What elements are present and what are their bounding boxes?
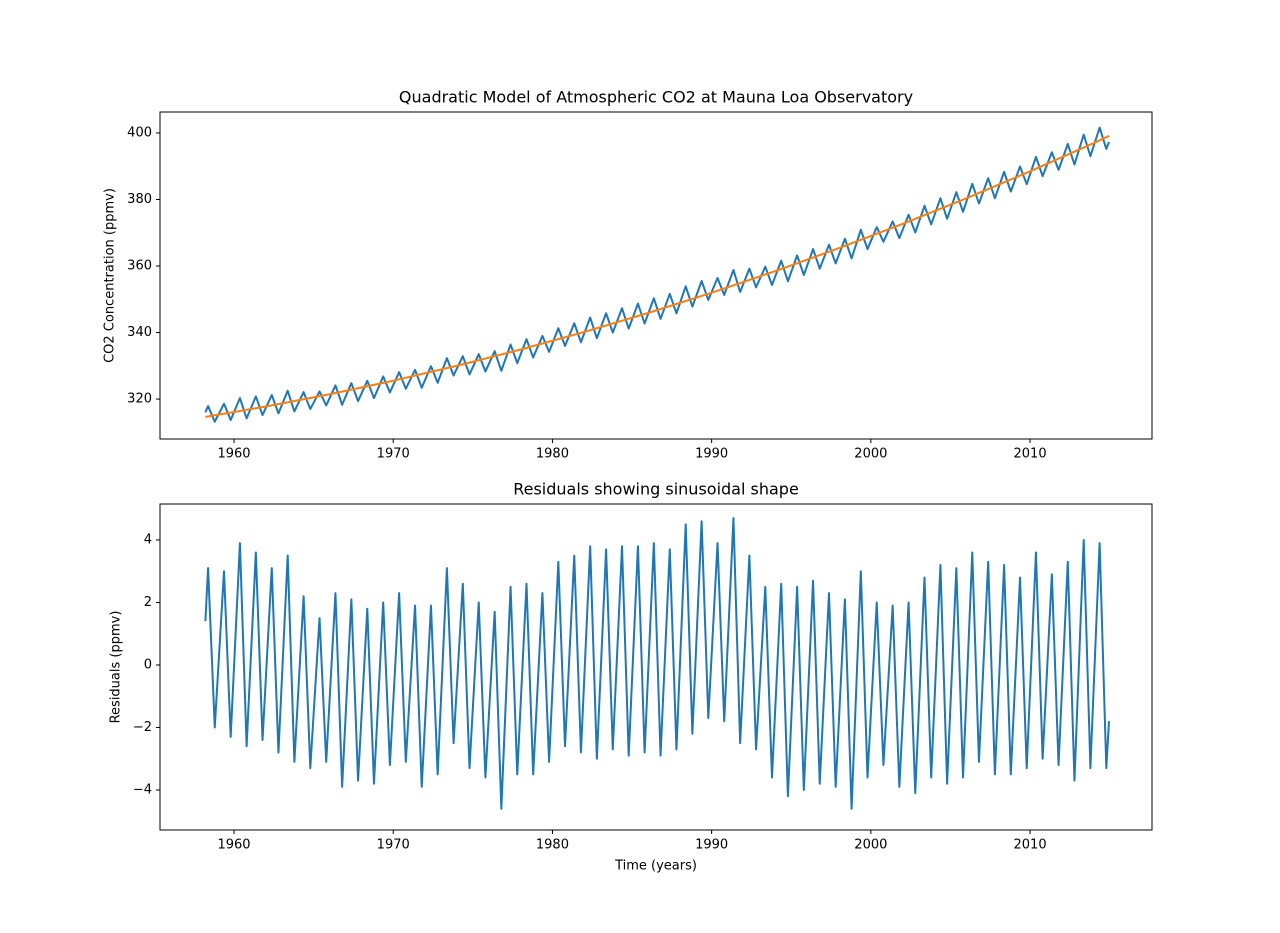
x-tick-label: 1990: [695, 838, 728, 853]
x-axis-label: Time (years): [614, 859, 697, 874]
x-tick-label: 1970: [377, 447, 410, 462]
x-tick-label: 1970: [377, 838, 410, 853]
axes-frame: [159, 111, 1153, 440]
y-tick-label: −4: [133, 782, 152, 797]
x-tick-label: 2010: [1014, 447, 1047, 462]
y-tick-label: 340: [127, 325, 152, 340]
x-tick-label: 1980: [536, 447, 569, 462]
y-tick-label: −2: [133, 720, 152, 735]
chart-title: Residuals showing sinusoidal shape: [513, 480, 799, 499]
y-tick-label: 0: [144, 657, 152, 672]
x-tick-label: 2010: [1014, 838, 1047, 853]
x-tick-label: 2000: [854, 838, 887, 853]
y-axis-label: Residuals (ppmv): [109, 611, 124, 724]
x-tick-label: 1960: [217, 838, 250, 853]
y-tick-label: 400: [127, 125, 152, 140]
y-tick-label: 4: [144, 532, 152, 547]
data-line: [204, 517, 1111, 810]
x-tick-label: 1960: [217, 447, 250, 462]
y-axis-label: CO2 Concentration (ppmv): [103, 188, 118, 363]
data-line: [205, 135, 1110, 418]
x-tick-label: 1980: [536, 838, 569, 853]
y-tick-label: 360: [127, 259, 152, 274]
x-tick-label: 1990: [695, 447, 728, 462]
y-tick-label: 320: [127, 392, 152, 407]
y-tick-label: 380: [127, 192, 152, 207]
chart-title: Quadratic Model of Atmospheric CO2 at Ma…: [399, 88, 913, 107]
y-tick-label: 2: [144, 595, 152, 610]
x-tick-label: 2000: [854, 447, 887, 462]
axes-frame: [159, 503, 1153, 831]
data-line: [204, 126, 1110, 423]
